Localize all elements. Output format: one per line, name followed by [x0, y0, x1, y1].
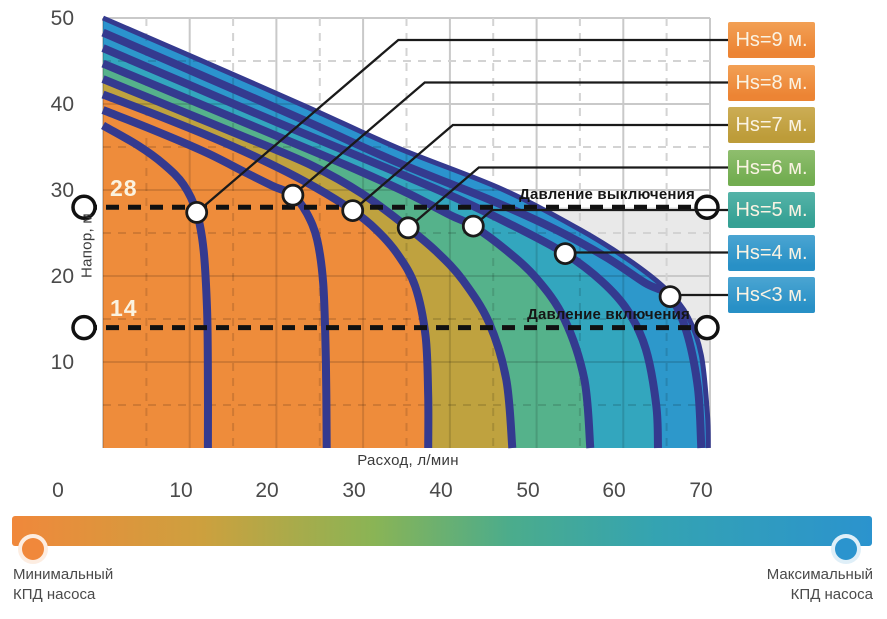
- curve-hs5: [101, 59, 595, 449]
- max-efficiency-marker: [831, 534, 861, 564]
- callout-hs8: [292, 81, 728, 197]
- x-tick-50: 50: [516, 479, 540, 502]
- band-hs5: [103, 48, 658, 448]
- band-hs6: [103, 63, 591, 448]
- cutin-pressure-value: 14: [110, 295, 138, 321]
- cutoff-pressure-label: Давление выключения: [519, 186, 695, 203]
- marker-hs6: [396, 216, 420, 240]
- y-tick-20: 20: [50, 265, 74, 288]
- y-tick-40: 40: [50, 93, 74, 116]
- curve-envelope: [102, 15, 711, 449]
- cutoff-line-endpoint: [71, 194, 97, 220]
- curve-hs4: [101, 44, 662, 449]
- legend-item-hs7: Hs=7 м.: [728, 107, 815, 143]
- callout-hs4: [564, 251, 728, 254]
- x-tick-60: 60: [602, 479, 626, 502]
- marker-hs3: [658, 285, 682, 309]
- x-tick-10: 10: [169, 479, 193, 502]
- x-tick-40: 40: [429, 479, 453, 502]
- legend-item-hs5: Hs=5 м.: [728, 192, 815, 228]
- y-tick-30: 30: [50, 179, 74, 202]
- callout-hs6: [407, 166, 728, 229]
- legend-item-hs9: Hs=9 м.: [728, 22, 815, 58]
- y-tick-50: 50: [50, 7, 74, 30]
- max-efficiency-label: Максимальный КПД насоса: [766, 566, 873, 604]
- y-tick-10: 10: [50, 351, 74, 374]
- curve-hs7: [101, 90, 433, 449]
- legend-item-hs8: Hs=8 м.: [728, 65, 815, 101]
- min-efficiency-label: Минимальный КПД насоса: [13, 566, 114, 604]
- marker-hs7: [341, 199, 365, 223]
- callout-hs7: [351, 123, 728, 212]
- callout-hs9: [195, 38, 728, 214]
- cutin-line-endpoint: [694, 314, 720, 341]
- y-axis-title: Напор, м: [78, 212, 96, 279]
- min-efficiency-marker: [18, 534, 48, 564]
- x-axis-title: Расход, л/мин: [357, 452, 459, 469]
- marker-hs4: [553, 242, 577, 266]
- marker-hs5: [461, 214, 485, 238]
- band-hs7: [103, 79, 513, 448]
- x-tick-20: 20: [255, 479, 279, 502]
- x-tick-30: 30: [342, 479, 366, 502]
- x-tick-0: 0: [52, 479, 64, 502]
- x-tick-70: 70: [689, 479, 713, 502]
- cutin-pressure-label: Давление включения: [527, 306, 690, 323]
- cutin-line-endpoint: [71, 314, 97, 341]
- marker-hs8: [281, 183, 305, 207]
- legend-item-hs6: Hs=6 м.: [728, 150, 815, 186]
- band-hs8: [103, 94, 429, 448]
- cutoff-line-endpoint: [694, 194, 720, 220]
- legend-item-hs3: Hs<3 м.: [728, 277, 815, 313]
- cutoff-pressure-value: 28: [110, 175, 138, 201]
- band-hs9: [103, 110, 327, 448]
- legend-item-hs4: Hs=4 м.: [728, 235, 815, 271]
- marker-hs9: [185, 200, 209, 224]
- curve-hs3: [101, 28, 706, 449]
- efficiency-gradient-bar: [12, 516, 872, 546]
